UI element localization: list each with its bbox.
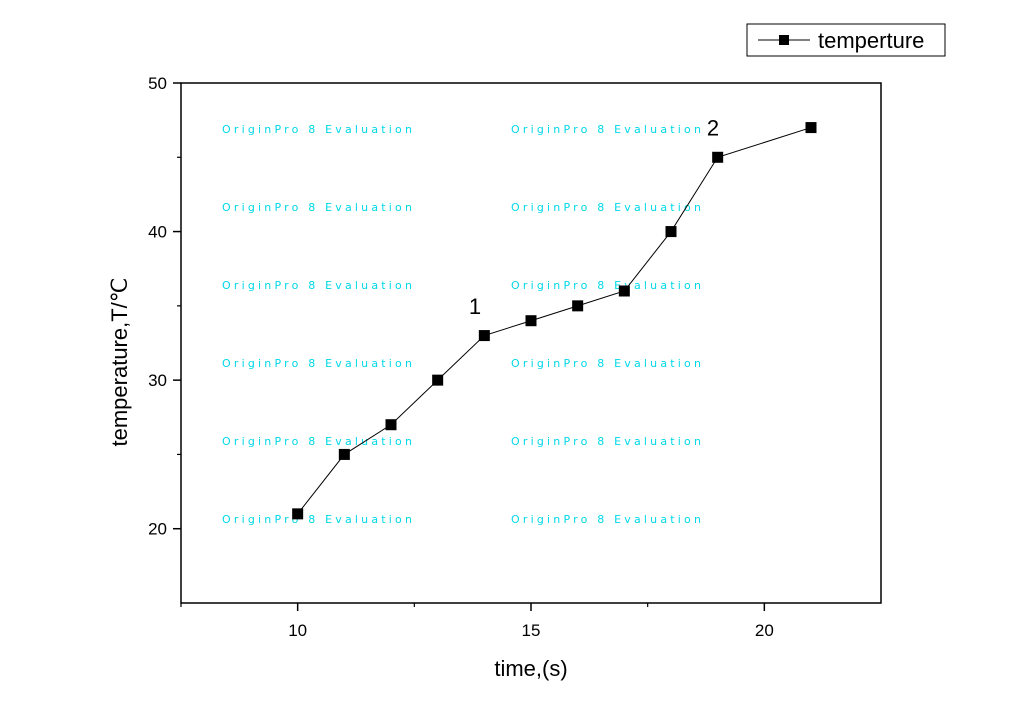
data-point-marker [712, 151, 724, 163]
y-tick-label: 20 [148, 520, 167, 539]
watermark-text: OriginPro 8 Evaluation [511, 357, 704, 370]
data-point-marker [572, 300, 584, 312]
data-point-marker [525, 315, 537, 327]
point-annotation: 2 [707, 116, 719, 141]
y-tick-label: 50 [148, 74, 167, 93]
watermark-text: OriginPro 8 Evaluation [222, 279, 415, 292]
watermark-text: OriginPro 8 Evaluation [222, 201, 415, 214]
point-annotation: 1 [469, 294, 481, 319]
watermark-text: OriginPro 8 Evaluation [222, 123, 415, 136]
data-point-marker [432, 374, 444, 386]
x-axis-title: time,(s) [494, 656, 567, 681]
x-tick-label: 20 [755, 621, 774, 640]
data-point-marker [478, 330, 490, 342]
data-point-marker [618, 285, 630, 297]
series-line [297, 127, 812, 515]
data-point-marker [338, 448, 350, 460]
legend-label: temperture [818, 28, 924, 53]
data-point-marker [665, 226, 677, 238]
watermark-text: OriginPro 8 Evaluation [511, 201, 704, 214]
y-tick-label: 40 [148, 223, 167, 242]
y-axis: 20 30 40 50 [148, 74, 181, 539]
y-axis-title: temperature,T/℃ [107, 278, 132, 447]
watermark-text: OriginPro 8 Evaluation [511, 279, 704, 292]
legend: temperture [746, 23, 946, 57]
data-point-marker [805, 122, 817, 134]
legend-marker-swatch [779, 35, 789, 45]
watermark-text: OriginPro 8 Evaluation [222, 435, 415, 448]
watermark-text: OriginPro 8 Evaluation [511, 123, 704, 136]
x-axis: 10 15 20 [180, 603, 774, 640]
watermark-text: OriginPro 8 Evaluation [222, 513, 415, 526]
watermark-layer: OriginPro 8 Evaluation OriginPro 8 Evalua… [222, 123, 704, 526]
x-tick-label: 10 [288, 621, 307, 640]
watermark-text: OriginPro 8 Evaluation [222, 357, 415, 370]
annotation-layer: 12 [469, 116, 719, 319]
watermark-text: OriginPro 8 Evaluation [511, 513, 704, 526]
watermark-text: OriginPro 8 Evaluation [511, 435, 704, 448]
x-tick-label: 15 [522, 621, 541, 640]
y-tick-label: 30 [148, 371, 167, 390]
series-layer [292, 122, 817, 520]
data-point-marker [292, 508, 304, 520]
data-point-marker [385, 419, 397, 431]
